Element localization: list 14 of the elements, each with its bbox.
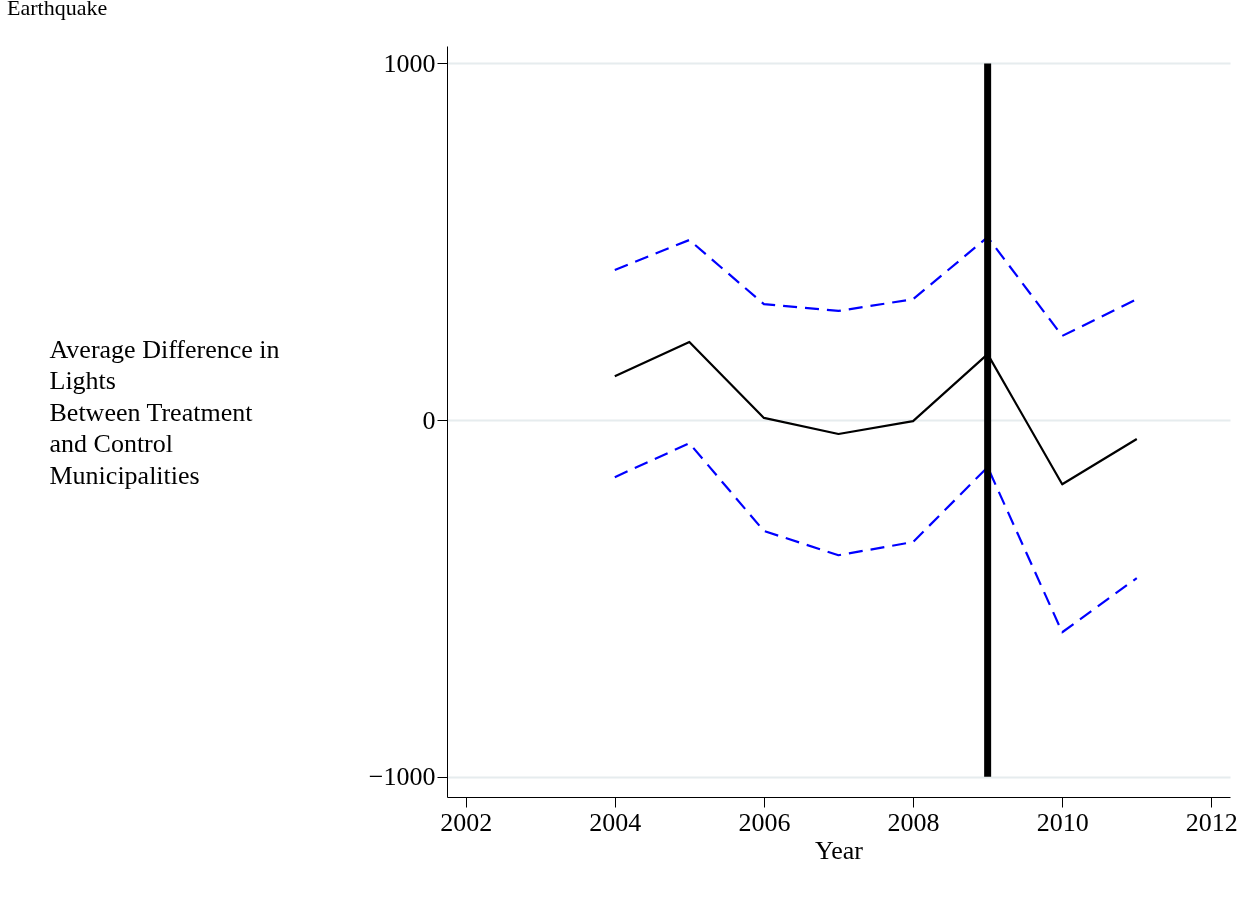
x-axis-title: Year [815,835,864,865]
x-tick-label: 2012 [1185,807,1238,837]
y-tick-label: 0 [422,405,436,435]
line-series [613,236,1138,338]
x-tick-label: 2004 [589,807,642,837]
y-tick-label: −1000 [368,762,436,792]
y-axis-title: Average Difference in Lights Between Treatment and Control Municipalities [49,334,280,490]
x-tick-label: 2008 [887,807,940,837]
x-tick-label: 2002 [440,807,493,837]
line-series [613,442,1138,634]
x-tick-label: 2006 [738,807,791,837]
text: Earthquake [7,0,108,20]
y-tick-label: 1000 [383,48,436,78]
x-tick-label: 2010 [1036,807,1089,837]
